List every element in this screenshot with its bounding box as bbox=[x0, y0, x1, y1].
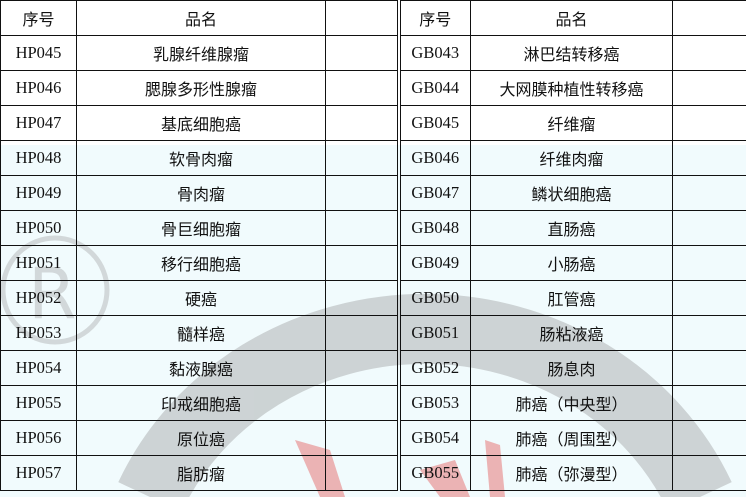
table-row: HP053 髓样癌 GB051 肠粘液癌 bbox=[0, 315, 746, 351]
item-name: 软骨肉瘤 bbox=[76, 140, 326, 176]
item-code: GB043 bbox=[398, 35, 471, 71]
blank-cell bbox=[672, 245, 746, 281]
item-name: 肺癌（周围型） bbox=[470, 420, 673, 456]
item-code: HP052 bbox=[0, 280, 77, 316]
header-no: 序号 bbox=[0, 0, 77, 36]
item-code: GB047 bbox=[398, 175, 471, 211]
table-row: HP047 基底细胞癌 GB045 纤维瘤 bbox=[0, 105, 746, 141]
blank-cell bbox=[325, 105, 401, 141]
item-code: GB046 bbox=[398, 140, 471, 176]
item-name: 骨肉瘤 bbox=[76, 175, 326, 211]
item-name: 肠息肉 bbox=[470, 350, 673, 386]
item-code: GB052 bbox=[398, 350, 471, 386]
item-name: 乳腺纤维腺瘤 bbox=[76, 35, 326, 71]
blank-cell bbox=[325, 70, 401, 106]
item-code: HP054 bbox=[0, 350, 77, 386]
blank-cell bbox=[325, 385, 401, 421]
blank-cell bbox=[325, 245, 401, 281]
item-code: GB049 bbox=[398, 245, 471, 281]
blank-cell bbox=[672, 175, 746, 211]
table-row: HP056 原位癌 GB054 肺癌（周围型） bbox=[0, 420, 746, 456]
item-name: 移行细胞癌 bbox=[76, 245, 326, 281]
blank-cell bbox=[325, 350, 401, 386]
table-row: HP051 移行细胞癌 GB049 小肠癌 bbox=[0, 245, 746, 281]
item-name: 肺癌（中央型） bbox=[470, 385, 673, 421]
blank-cell bbox=[672, 105, 746, 141]
item-code: HP048 bbox=[0, 140, 77, 176]
header-name: 品名 bbox=[470, 0, 673, 36]
item-code: HP049 bbox=[0, 175, 77, 211]
item-code: HP056 bbox=[0, 420, 77, 456]
blank-cell bbox=[325, 455, 401, 491]
blank-cell bbox=[672, 70, 746, 106]
table-row: HP055 印戒细胞癌 GB053 肺癌（中央型） bbox=[0, 385, 746, 421]
item-code: HP050 bbox=[0, 210, 77, 246]
header-blank bbox=[672, 0, 746, 36]
item-name: 原位癌 bbox=[76, 420, 326, 456]
blank-cell bbox=[325, 175, 401, 211]
item-name: 直肠癌 bbox=[470, 210, 673, 246]
item-code: GB044 bbox=[398, 70, 471, 106]
item-name: 骨巨细胞瘤 bbox=[76, 210, 326, 246]
item-name: 纤维肉瘤 bbox=[470, 140, 673, 176]
item-name: 腮腺多形性腺瘤 bbox=[76, 70, 326, 106]
item-name: 肺癌（弥漫型） bbox=[470, 455, 673, 491]
blank-cell bbox=[325, 210, 401, 246]
blank-cell bbox=[672, 385, 746, 421]
item-name: 大网膜种植性转移癌 bbox=[470, 70, 673, 106]
item-name: 肛管癌 bbox=[470, 280, 673, 316]
item-code: GB053 bbox=[398, 385, 471, 421]
item-code: HP051 bbox=[0, 245, 77, 281]
table-row: HP057 脂肪瘤 GB055 肺癌（弥漫型） bbox=[0, 455, 746, 491]
item-code: HP053 bbox=[0, 315, 77, 351]
blank-cell bbox=[672, 455, 746, 491]
table-row: HP050 骨巨细胞瘤 GB048 直肠癌 bbox=[0, 210, 746, 246]
blank-cell bbox=[672, 140, 746, 176]
blank-cell bbox=[672, 210, 746, 246]
table-row: HP045 乳腺纤维腺瘤 GB043 淋巴结转移癌 bbox=[0, 35, 746, 71]
item-code: HP047 bbox=[0, 105, 77, 141]
item-name: 小肠癌 bbox=[470, 245, 673, 281]
item-code: HP057 bbox=[0, 455, 77, 491]
header-no: 序号 bbox=[398, 0, 471, 36]
item-name: 印戒细胞癌 bbox=[76, 385, 326, 421]
blank-cell bbox=[672, 350, 746, 386]
item-code: GB048 bbox=[398, 210, 471, 246]
blank-cell bbox=[672, 280, 746, 316]
blank-cell bbox=[672, 35, 746, 71]
blank-cell bbox=[672, 315, 746, 351]
item-code: GB054 bbox=[398, 420, 471, 456]
table-row: HP054 黏液腺癌 GB052 肠息肉 bbox=[0, 350, 746, 386]
item-name: 基底细胞癌 bbox=[76, 105, 326, 141]
item-name: 鳞状细胞癌 bbox=[470, 175, 673, 211]
item-name: 黏液腺癌 bbox=[76, 350, 326, 386]
item-code: GB045 bbox=[398, 105, 471, 141]
item-code: GB050 bbox=[398, 280, 471, 316]
item-name: 肠粘液癌 bbox=[470, 315, 673, 351]
table-row: HP046 腮腺多形性腺瘤 GB044 大网膜种植性转移癌 bbox=[0, 70, 746, 106]
header-name: 品名 bbox=[76, 0, 326, 36]
item-code: HP055 bbox=[0, 385, 77, 421]
blank-cell bbox=[325, 420, 401, 456]
item-code: HP045 bbox=[0, 35, 77, 71]
blank-cell bbox=[672, 420, 746, 456]
item-code: HP046 bbox=[0, 70, 77, 106]
blank-cell bbox=[325, 280, 401, 316]
blank-cell bbox=[325, 315, 401, 351]
item-name: 脂肪瘤 bbox=[76, 455, 326, 491]
table-header-row: 序号 品名 序号 品名 bbox=[0, 0, 746, 36]
item-code: GB055 bbox=[398, 455, 471, 491]
item-name: 纤维瘤 bbox=[470, 105, 673, 141]
table-row: HP052 硬癌 GB050 肛管癌 bbox=[0, 280, 746, 316]
blank-cell bbox=[325, 35, 401, 71]
item-name: 淋巴结转移癌 bbox=[470, 35, 673, 71]
item-code: GB051 bbox=[398, 315, 471, 351]
item-name: 髓样癌 bbox=[76, 315, 326, 351]
header-blank bbox=[325, 0, 401, 36]
item-name: 硬癌 bbox=[76, 280, 326, 316]
blank-cell bbox=[325, 140, 401, 176]
table-row: HP048 软骨肉瘤 GB046 纤维肉瘤 bbox=[0, 140, 746, 176]
table-row: HP049 骨肉瘤 GB047 鳞状细胞癌 bbox=[0, 175, 746, 211]
